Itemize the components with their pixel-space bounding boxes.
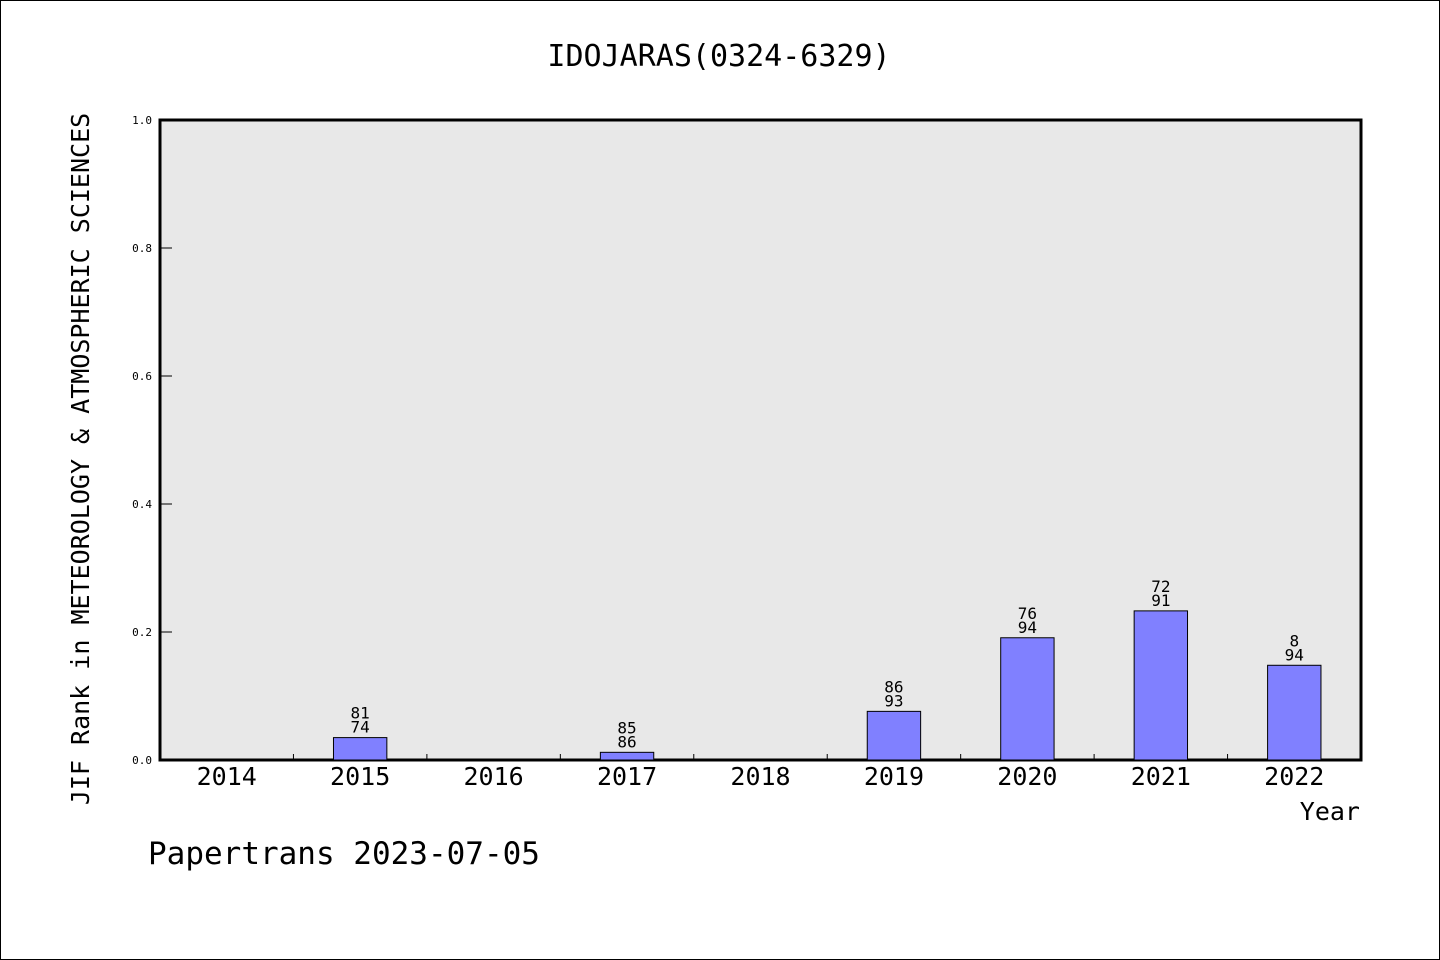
data-label-top: 72: [1151, 577, 1170, 596]
bar-2021: [1133, 610, 1189, 761]
data-label-bottom: 74: [351, 718, 370, 737]
x-axis-label: Year: [1300, 797, 1360, 826]
x-tick-label: 2014: [197, 762, 257, 791]
y-axis-label: JIF Rank in METEOROLOGY & ATMOSPHERIC SC…: [66, 113, 95, 805]
bar-2019: [866, 710, 922, 761]
y-tick-label: 1.0: [132, 114, 152, 127]
bar-2015: [332, 737, 388, 761]
bars: [332, 610, 1322, 761]
y-tick-label: 0.4: [132, 498, 152, 511]
data-label-top: 8: [1289, 631, 1299, 650]
data-label-top: 76: [1018, 604, 1037, 623]
data-label-top: 86: [884, 677, 903, 696]
bar-2017: [599, 751, 655, 761]
x-tick-label: 2019: [864, 762, 924, 791]
data-label-bottom: 93: [884, 691, 903, 710]
data-label-bottom: 94: [1285, 645, 1304, 664]
x-tick-label: 2017: [597, 762, 657, 791]
x-tick-label: 2022: [1264, 762, 1324, 791]
x-tick-label: 2020: [997, 762, 1057, 791]
x-tick-label: 2015: [330, 762, 390, 791]
chart-title: IDOJARAS(0324-6329): [547, 39, 890, 74]
x-tick-label: 2021: [1131, 762, 1191, 791]
data-label-bottom: 86: [617, 732, 636, 751]
x-tick-label: 2018: [730, 762, 790, 791]
data-label-bottom: 91: [1151, 591, 1170, 610]
x-tick-label: 2016: [464, 762, 524, 791]
x-axis-ticks: 2014 2015 2016 2017 2018 2019 2020 2021 2022: [197, 754, 1324, 791]
bar-2022: [1267, 664, 1322, 761]
footer-text: Papertrans 2023-07-05: [148, 836, 540, 872]
y-tick-label: 0.2: [132, 626, 152, 639]
data-label-top: 85: [617, 718, 636, 737]
y-tick-label: 0.0: [132, 754, 152, 767]
data-label-top: 81: [351, 704, 370, 723]
bar-2020: [1000, 637, 1055, 761]
y-axis-ticks: 0.0 0.2 0.4 0.6 0.8 1.0: [132, 114, 172, 767]
y-tick-label: 0.8: [132, 242, 152, 255]
y-tick-label: 0.6: [132, 370, 152, 383]
data-label-bottom: 94: [1018, 618, 1037, 637]
